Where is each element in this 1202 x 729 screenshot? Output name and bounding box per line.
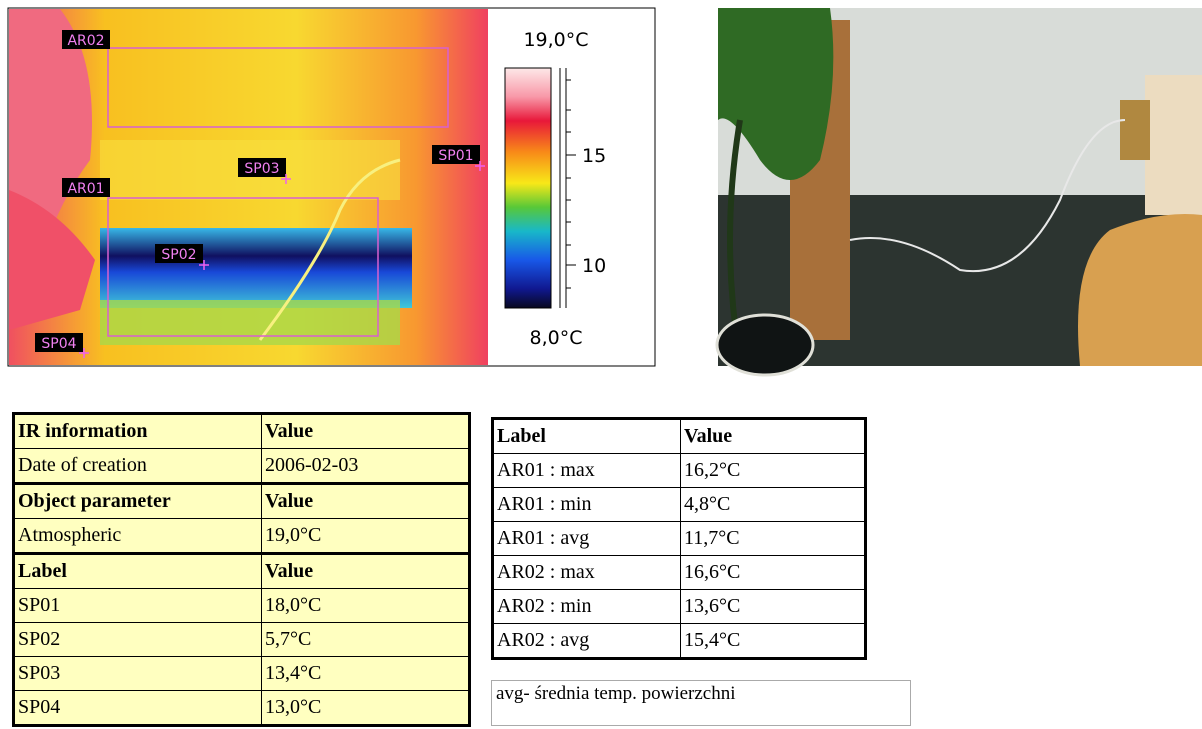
cell: AR01 : min	[493, 488, 681, 522]
cell: Label	[493, 419, 681, 454]
scale-max: 19,0°C	[523, 29, 588, 51]
page: {"thermal_image":{"scale_max":"19,0°C","…	[0, 0, 1202, 729]
marker-label: SP01	[438, 148, 473, 164]
cell: SP03	[14, 657, 262, 691]
marker-label: SP02	[161, 247, 196, 263]
cell: SP02	[14, 623, 262, 657]
marker: AR02	[62, 30, 110, 49]
cell: AR01 : avg	[493, 522, 681, 556]
marker-label: AR02	[67, 33, 104, 49]
cell: 13,0°C	[262, 691, 470, 726]
cell: Label	[14, 554, 262, 589]
images: 19,0°C 15 10 8,0°C AR02 AR01 SP03 SP01 SP02 S…	[0, 0, 1202, 380]
cell: AR01 : max	[493, 454, 681, 488]
cell: 4,8°C	[681, 488, 866, 522]
cell: 16,2°C	[681, 454, 866, 488]
scale-tick: 10	[582, 255, 606, 277]
scale-min: 8,0°C	[530, 327, 583, 349]
cell: SP01	[14, 589, 262, 623]
photo	[717, 8, 1202, 375]
marker-label: SP03	[244, 161, 279, 177]
cell: Value	[262, 414, 470, 449]
cell: AR02 : min	[493, 590, 681, 624]
cell: Object parameter	[14, 484, 262, 519]
cell: 16,6°C	[681, 556, 866, 590]
cell: AR02 : avg	[493, 624, 681, 659]
cell: 5,7°C	[262, 623, 470, 657]
scale-tick: 15	[582, 145, 606, 167]
marker: AR01	[62, 178, 110, 197]
cell: 15,4°C	[681, 624, 866, 659]
cell: Date of creation	[14, 449, 262, 484]
cell: IR information	[14, 414, 262, 449]
cell: 19,0°C	[262, 519, 470, 554]
cell: 13,6°C	[681, 590, 866, 624]
marker-label: SP04	[41, 336, 76, 352]
cell: 18,0°C	[262, 589, 470, 623]
cell: 11,7°C	[681, 522, 866, 556]
thermal-image: 19,0°C 15 10 8,0°C AR02 AR01 SP03 SP01 SP02 S…	[8, 8, 655, 366]
marker-label: AR01	[67, 181, 104, 197]
cell: 13,4°C	[262, 657, 470, 691]
cell: SP04	[14, 691, 262, 726]
cell: Value	[262, 554, 470, 589]
cell: Value	[681, 419, 866, 454]
cell: 2006-02-03	[262, 449, 470, 484]
cell: Atmospheric	[14, 519, 262, 554]
cell: Value	[262, 484, 470, 519]
cell: AR02 : max	[493, 556, 681, 590]
note: avg- średnia temp. powierzchni	[491, 680, 911, 726]
